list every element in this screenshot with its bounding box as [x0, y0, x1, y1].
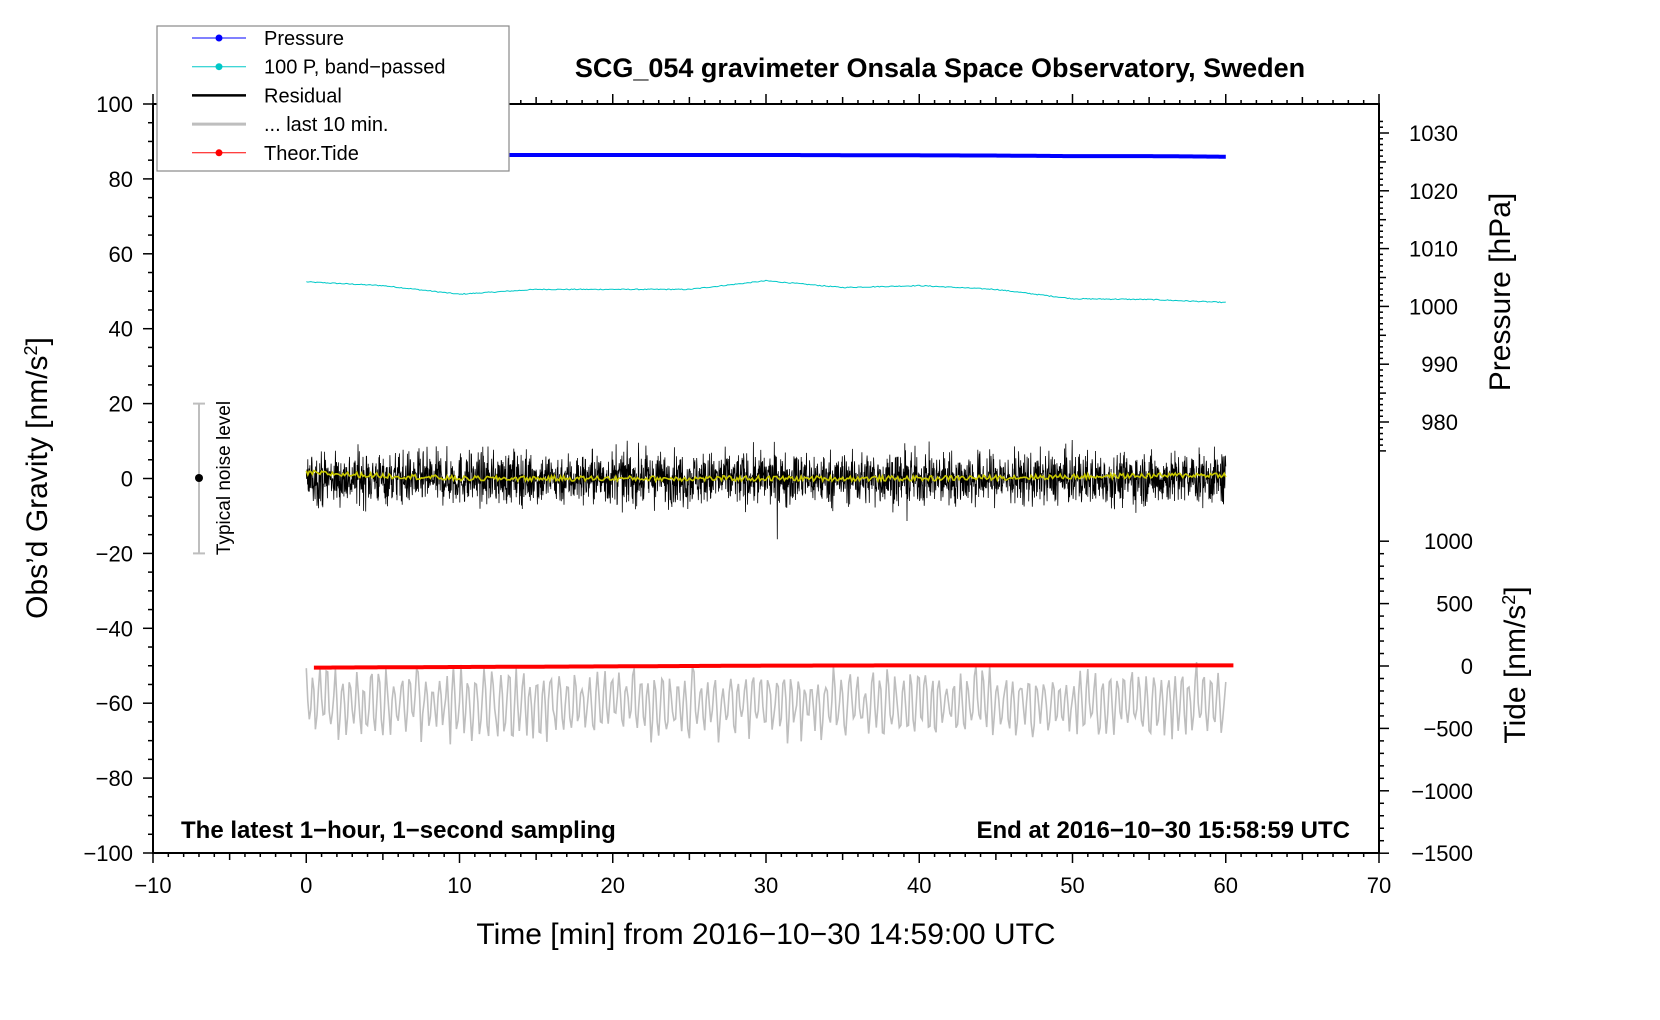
y-axis-label-left-bracket: ]: [21, 337, 54, 345]
x-tick-label: 10: [447, 873, 471, 898]
y-axis-label-tide: Tide [nm/s2]: [1499, 586, 1532, 743]
pressure-tick-label: 1020: [1409, 179, 1458, 204]
y-tick-label: −60: [96, 691, 133, 716]
legend-box: [156, 25, 510, 172]
y-axis-label-tide-superscript: 2: [1499, 595, 1519, 605]
y-tick-label: 20: [109, 392, 133, 417]
residual-smoothed-series-line: [305, 469, 1227, 484]
y-axis-label-left-superscript: 2: [21, 345, 41, 355]
legend-marker-dot: [215, 63, 223, 71]
tide-tick-label: −500: [1423, 716, 1473, 741]
plot-area: [305, 153, 1234, 745]
x-tick-label: 60: [1214, 873, 1238, 898]
y-tick-label: 100: [96, 92, 133, 117]
y-axis-label-pressure: Pressure [hPa]: [1484, 193, 1517, 391]
tide-series-line: [313, 663, 1234, 670]
y-tick-label: −40: [96, 616, 133, 641]
legend-label: Theor.Tide: [264, 143, 359, 165]
pressure-tick-label: 1000: [1409, 294, 1458, 319]
last-10-min-series-line: [305, 662, 1227, 745]
legend-item: Theor.Tide: [192, 143, 359, 165]
y-tick-label: 40: [109, 317, 133, 342]
tide-tick-label: 1000: [1424, 529, 1473, 554]
y-tick-label: −80: [96, 766, 133, 791]
x-tick-label: 70: [1367, 873, 1391, 898]
y-axis-label-tide-bracket: ]: [1499, 586, 1532, 594]
pressure-tick-label: 1030: [1409, 121, 1458, 146]
x-axis-label: Time [min] from 2016−10−30 14:59:00 UTC: [476, 918, 1055, 951]
legend-item: 100 P, band−passed: [192, 57, 445, 79]
legend-item: Residual: [192, 85, 342, 107]
legend-marker-dot: [215, 149, 223, 157]
y-tick-label: −20: [96, 541, 133, 566]
residual-series-line: [305, 439, 1227, 540]
legend-label: Residual: [264, 85, 342, 107]
y-axis-label-left-text: Obs’d Gravity [nm/s: [21, 355, 54, 618]
legend-item: Pressure: [192, 28, 344, 50]
x-tick-label: 20: [601, 873, 625, 898]
x-tick-label: 30: [754, 873, 778, 898]
legend-label: ... last 10 min.: [264, 114, 389, 136]
x-tick-label: 0: [300, 873, 312, 898]
y-tick-label: 0: [121, 467, 133, 492]
legend-label: 100 P, band−passed: [264, 57, 445, 79]
legend: Pressure 100 P, band−passed Residual ... la…: [156, 25, 510, 172]
tide-tick-label: 500: [1436, 592, 1473, 617]
band-passed-pressure-series-line: [306, 279, 1226, 304]
noise-level-label: Typical noise level: [214, 401, 235, 555]
y-axis-label-left: Obs’d Gravity [nm/s2]: [21, 337, 54, 619]
pressure-tick-label: 990: [1421, 352, 1458, 377]
annotation-sampling: The latest 1−hour, 1−second sampling: [181, 817, 616, 844]
y-tick-label: 60: [109, 242, 133, 267]
x-tick-label: 50: [1060, 873, 1084, 898]
axis-ticks: −10 0 10 20 30 40 50 60 70100806040200−20−40−60−…: [83, 92, 1473, 898]
legend-item: ... last 10 min.: [192, 114, 389, 136]
pressure-tick-label: 1010: [1409, 237, 1458, 262]
pressure-tick-label: 980: [1421, 410, 1458, 435]
legend-label: Pressure: [264, 28, 344, 50]
noise-level-indicator: Typical noise level: [193, 401, 235, 555]
y-axis-label-tide-text: Tide [nm/s: [1499, 605, 1532, 744]
tide-tick-label: −1500: [1411, 841, 1473, 866]
y-tick-label: −100: [83, 841, 133, 866]
annotation-end-time: End at 2016−10−30 15:58:59 UTC: [976, 817, 1350, 844]
legend-items: Pressure 100 P, band−passed Residual ... la…: [192, 28, 445, 165]
x-tick-label: 40: [907, 873, 931, 898]
noise-level-dot: [195, 474, 203, 482]
x-tick-label: −10: [134, 873, 171, 898]
tide-tick-label: 0: [1461, 654, 1473, 679]
y-tick-label: 80: [109, 167, 133, 192]
chart-title: SCG_054 gravimeter Onsala Space Observat…: [575, 53, 1305, 83]
tide-tick-label: −1000: [1411, 779, 1473, 804]
legend-marker-dot: [215, 34, 223, 42]
